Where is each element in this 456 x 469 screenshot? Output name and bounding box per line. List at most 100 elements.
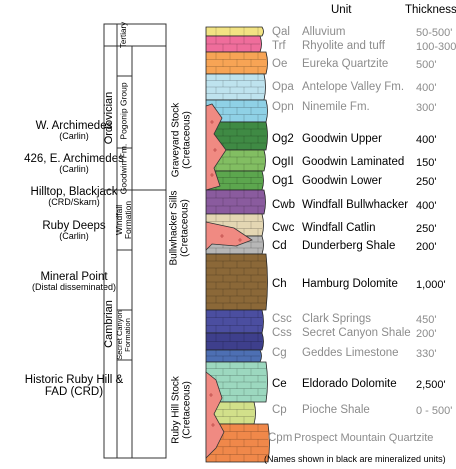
unit-label-ce: Ce Eldorado Dolomite [272, 378, 452, 392]
layer-css [205, 332, 264, 351]
deposit-name: 426, E. Archimedes [24, 153, 124, 165]
unit-thickness-qal: 50-500' [416, 27, 453, 39]
layer-ch [205, 253, 268, 311]
unit-code: OgII [272, 156, 294, 168]
unit-code: Opa [272, 81, 294, 93]
deposit-type: (Carlin) [59, 131, 89, 142]
deposit-type: (Carlin) [59, 164, 89, 175]
deposit-type: (Distal disseminated) [31, 282, 117, 293]
layer-qal [205, 26, 264, 37]
unit-code: Og2 [272, 133, 294, 145]
unit-thickness-opa: 400' [416, 82, 437, 94]
unit-label-og1: Og1 Goodwin Lower [272, 175, 452, 189]
deposit-name: Historic Ruby Hill & [24, 374, 124, 386]
unit-label-trf: Trf Rhyolite and tuff [272, 40, 452, 54]
unit-code: Cpm [268, 432, 293, 444]
layer-cg [205, 349, 262, 363]
unit-code: Css [272, 327, 292, 339]
unit-thickness-ch: 1,000' [416, 279, 446, 291]
unit-label-cwb: Cwb Windfall Bullwhacker [272, 199, 452, 213]
deposit-426-e-archimedes: 426, E. Archimedes (Carlin) [0, 153, 148, 175]
layer-trf [205, 35, 262, 53]
unit-thickness-trf: 100-300' [416, 41, 456, 53]
unit-label-cwc: Cwc Windfall Catlin [272, 222, 452, 236]
unit-code: Cwb [272, 199, 296, 211]
unit-code: Cp [272, 404, 287, 416]
unit-code: Ch [272, 278, 287, 290]
layer-csc [205, 309, 264, 334]
unit-name: Antelope Valley Fm. [302, 81, 405, 93]
ruby-hill-stock-body [205, 371, 225, 459]
unit-label-cpm: Cpm Prospect Mountain Quartzite [268, 432, 448, 446]
unit-code: Csc [272, 313, 292, 325]
unit-thickness-ogii: 150' [416, 157, 437, 169]
unit-thickness-og1: 250' [416, 176, 437, 188]
unit-label-csc: Csc Clark Springs [272, 313, 452, 327]
unit-name: Alluvium [302, 26, 346, 38]
deposit-name: Mineral Point [40, 271, 108, 283]
unit-name: Rhyolite and tuff [302, 40, 385, 52]
deposit-name: W. Archimedes [35, 120, 113, 132]
unit-label-qal: Qal Alluvium [272, 26, 452, 40]
unit-name: Windfall Catlin [302, 222, 376, 234]
unit-code: Trf [272, 40, 286, 52]
unit-code: Cg [272, 347, 287, 359]
unit-thickness-cg: 330' [416, 348, 437, 360]
unit-name: Dunderberg Shale [302, 240, 396, 252]
unit-code: Og1 [272, 175, 294, 187]
unit-label-cd: Cd Dunderberg Shale [272, 240, 452, 254]
unit-label-og2: Og2 Goodwin Upper [272, 133, 452, 147]
footnote: (Names shown in black are mineralized un… [264, 454, 446, 464]
layer-opa [205, 73, 266, 101]
unit-name: Clark Springs [302, 313, 372, 325]
unit-label-ch: Ch Hamburg Dolomite [272, 278, 452, 292]
graveyard-stock-body [205, 103, 227, 191]
deposit-type: (Carlin) [59, 231, 89, 242]
unit-label-opa: Opa Antelope Valley Fm. [272, 81, 452, 95]
unit-name: Eureka Quartzite [302, 58, 389, 70]
unit-name: Windfall Bullwhacker [302, 199, 409, 211]
unit-code: Qal [272, 26, 290, 38]
unit-label-cg: Cg Geddes Limestone [272, 347, 452, 361]
unit-code: Cwc [272, 222, 295, 234]
unit-label-opn: Opn Ninemile Fm. [272, 101, 452, 115]
unit-name: Geddes Limestone [302, 347, 399, 359]
unit-header: Unit [331, 4, 352, 16]
unit-code: Cd [272, 240, 287, 252]
deposit-type: FAD (CRD) [44, 386, 104, 399]
unit-name: Prospect Mountain Quartzite [294, 432, 434, 444]
unit-name: Pioche Shale [302, 404, 370, 416]
deposit-ruby-deeps: Ruby Deeps (Carlin) [0, 220, 148, 242]
deposit-mineral-point: Mineral Point (Distal disseminated) [0, 271, 148, 293]
thickness-header: Thickness [405, 4, 456, 16]
layer-cwb [205, 189, 266, 215]
unit-name: Hamburg Dolomite [302, 278, 398, 290]
unit-thickness-cd: 200' [416, 241, 437, 253]
deposit-type: (CRD/Skarn) [48, 197, 100, 208]
unit-name: Ninemile Fm. [302, 101, 370, 113]
unit-code: Oe [272, 58, 288, 70]
unit-label-css: Css Secret Canyon Shale [272, 327, 452, 341]
unit-label-ogii: OgII Goodwin Laminated [272, 156, 452, 170]
unit-thickness-opn: 300' [416, 102, 437, 114]
deposit-hilltop-blackjack: Hilltop, Blackjack (CRD/Skarn) [0, 186, 148, 208]
unit-thickness-cwb: 400' [416, 200, 437, 212]
unit-thickness-oe: 500' [416, 59, 437, 71]
unit-code: Ce [272, 378, 287, 390]
unit-label-cp: Cp Pioche Shale [272, 404, 452, 418]
bullwhacker-sills-body [205, 221, 253, 251]
unit-thickness-cp: 0 - 500' [416, 405, 453, 417]
unit-name: Eldorado Dolomite [302, 378, 397, 390]
deposit-name: Hilltop, Blackjack [30, 186, 118, 198]
deposit-name: Ruby Deeps [42, 220, 106, 232]
deposit-historic-ruby-hill: Historic Ruby Hill & FAD (CRD) [0, 374, 148, 398]
layer-oe [205, 51, 268, 75]
deposit-w-archimedes: W. Archimedes (Carlin) [0, 120, 148, 142]
unit-name: Goodwin Lower [302, 175, 382, 187]
unit-name: Goodwin Laminated [302, 156, 405, 168]
unit-name: Goodwin Upper [302, 133, 382, 145]
unit-thickness-ce: 2,500' [416, 379, 446, 391]
unit-name: Secret Canyon Shale [302, 327, 411, 339]
